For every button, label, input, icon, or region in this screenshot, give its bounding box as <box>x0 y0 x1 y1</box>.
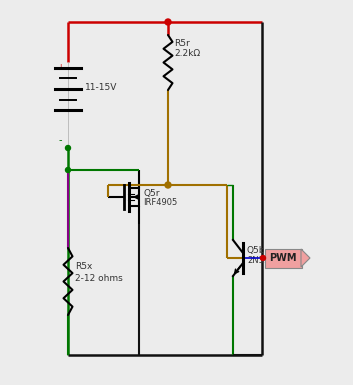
Circle shape <box>165 182 171 188</box>
Text: 11-15V: 11-15V <box>85 82 118 92</box>
Text: 2.2kΩ: 2.2kΩ <box>174 49 200 57</box>
Text: 2-12 ohms: 2-12 ohms <box>75 273 123 283</box>
Text: -: - <box>58 135 62 145</box>
Text: Q5b: Q5b <box>247 246 265 254</box>
Text: R5x: R5x <box>75 261 92 271</box>
Text: +: + <box>57 63 63 72</box>
Text: IRF4905: IRF4905 <box>143 198 177 206</box>
Text: Q5r: Q5r <box>143 189 160 198</box>
Circle shape <box>261 256 265 261</box>
Text: R5r: R5r <box>174 38 190 47</box>
Text: 2N3904: 2N3904 <box>247 256 280 264</box>
Circle shape <box>66 167 71 172</box>
Polygon shape <box>301 249 310 267</box>
Circle shape <box>165 19 171 25</box>
FancyBboxPatch shape <box>264 248 301 268</box>
Text: PWM: PWM <box>269 253 297 263</box>
Circle shape <box>66 146 71 151</box>
